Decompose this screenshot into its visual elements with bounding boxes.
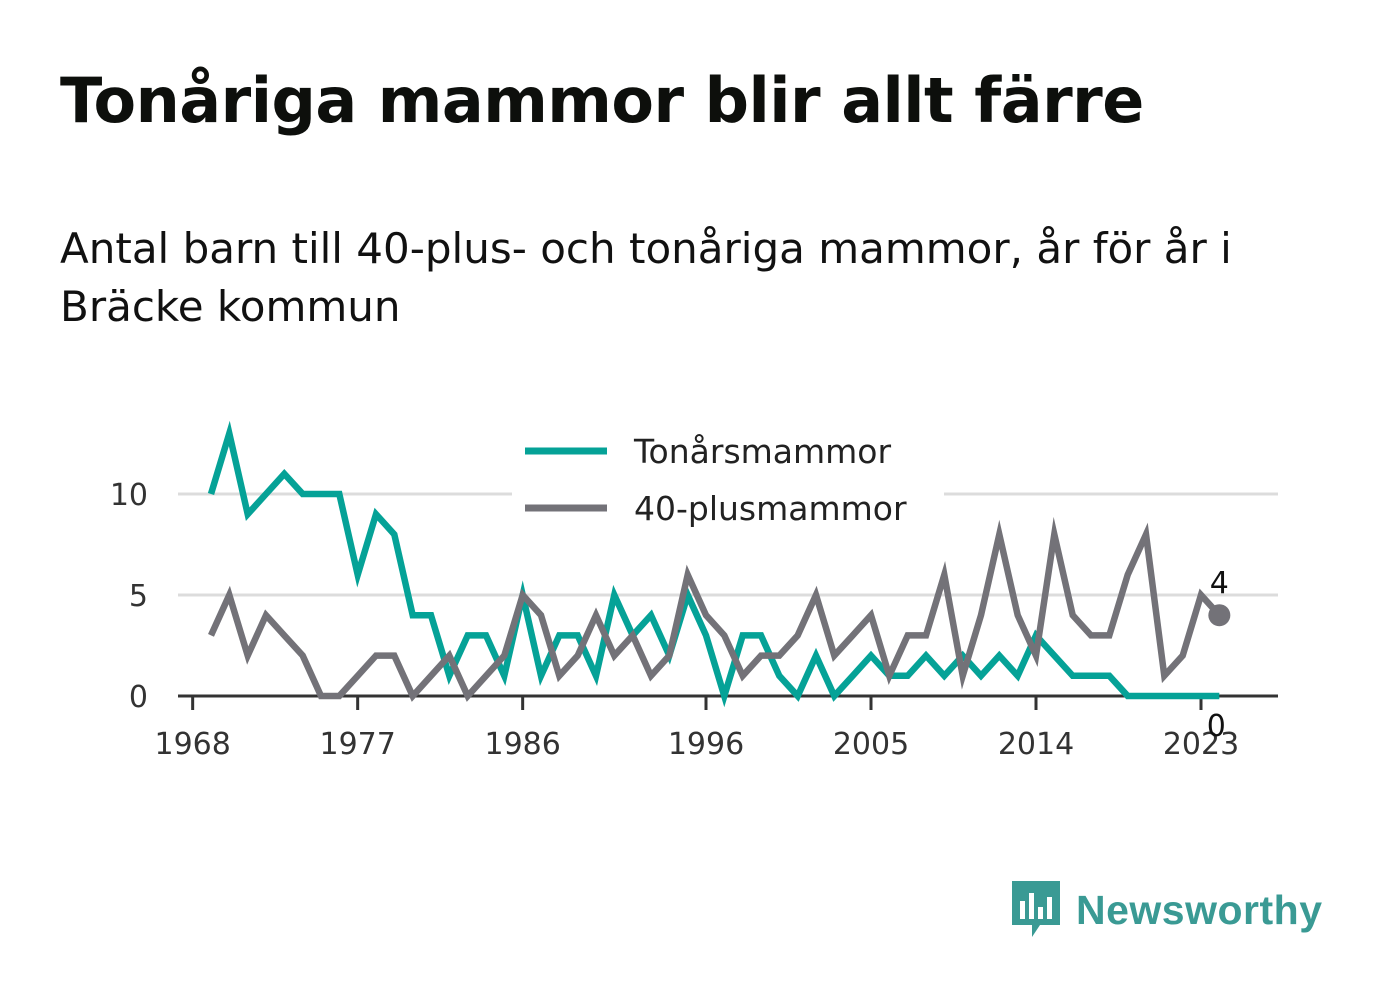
end-label-40-plusmammor: 4: [1210, 566, 1229, 601]
end-labels: 40: [1207, 566, 1231, 744]
x-tick-label-2023: 2023: [1163, 727, 1239, 762]
y-tick-label-10: 10: [110, 478, 148, 513]
end-point-40-plusmammor: [1208, 604, 1231, 627]
end-label-tonarsmammor: 0: [1207, 709, 1226, 744]
brand-logo: Newsworthy: [1010, 878, 1323, 942]
chart-title: Tonåriga mammor blir allt färre: [60, 64, 1144, 137]
legend-background: [512, 420, 944, 538]
x-tick-label-1968: 1968: [154, 727, 230, 762]
x-tick-label-1977: 1977: [319, 727, 395, 762]
series-line-tonarsmammor: [207, 420, 1220, 708]
legend: Tonårsmammor 40-plusmammor: [512, 420, 944, 538]
x-axis: 1968 1977 1986 1996 2005 2014 2023: [154, 694, 1278, 762]
x-tick-label-1996: 1996: [668, 727, 744, 762]
y-tick-label-5: 5: [129, 579, 148, 614]
series-lines: [207, 420, 1222, 708]
y-tick-label-0: 0: [129, 680, 148, 715]
x-tick-label-2005: 2005: [833, 727, 909, 762]
chart-subtitle: Antal barn till 40-plus- och tonåriga ma…: [60, 224, 1232, 331]
legend-label-0: Tonårsmammor: [633, 432, 891, 471]
newsworthy-logo-icon: [1012, 881, 1060, 937]
x-tick-label-2014: 2014: [998, 727, 1074, 762]
y-axis: 0 5 10: [110, 478, 148, 715]
series-line-40-plusmammor: [208, 516, 1222, 702]
legend-label-1: 40-plusmammor: [634, 489, 907, 528]
x-tick-label-1986: 1986: [484, 727, 560, 762]
brand-name: Newsworthy: [1076, 886, 1323, 933]
